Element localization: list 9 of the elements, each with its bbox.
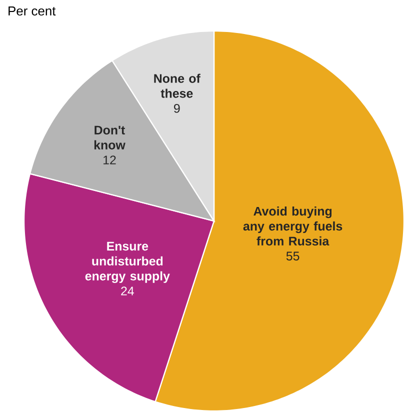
data-label: 9: [174, 104, 180, 113]
data-label: 12: [104, 156, 116, 164]
slice-label: None of these: [154, 74, 200, 98]
slice-label: Avoid buying any energy fuels from Russia: [243, 206, 342, 246]
data-label: 24: [121, 286, 134, 296]
chart-subtitle: Per cent: [8, 6, 56, 16]
slice-label: Don't know: [94, 126, 126, 150]
slice-label: Ensure undisturbed energy supply: [85, 242, 170, 283]
data-label: 55: [286, 252, 300, 260]
